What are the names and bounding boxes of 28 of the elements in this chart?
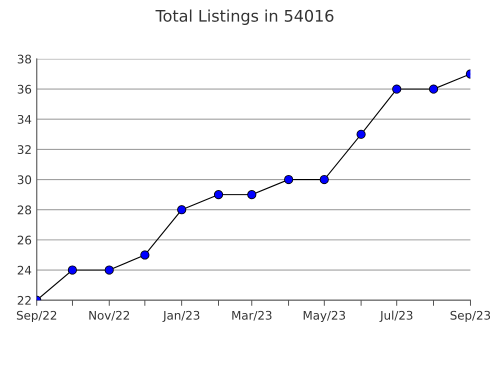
y-tick-label: 22 (18, 296, 31, 305)
x-tick-label: Nov/22 (89, 310, 130, 321)
y-tick-label: 38 (18, 54, 32, 64)
x-tick-label: Mar/23 (232, 310, 272, 321)
y-tick-label: 30 (18, 175, 32, 184)
x-tick-label: Jul/23 (380, 310, 412, 322)
y-tick-label: 32 (18, 145, 31, 154)
y-tick-label: 26 (18, 236, 32, 245)
chart-title: Total Listings in 54016 (156, 10, 334, 25)
y-tick-label: 24 (18, 266, 32, 275)
y-tick-label: 36 (18, 84, 32, 94)
point (214, 190, 224, 200)
point (140, 250, 150, 260)
point (104, 265, 114, 275)
y-tick-label: 34 (18, 114, 32, 124)
x-tick-label: Jan/23 (162, 310, 200, 322)
x-tick-label: Sep/23 (450, 310, 490, 322)
x-tick-label: Sep/22 (16, 310, 56, 322)
y-tick-label: 28 (18, 205, 32, 214)
x-tick-label: May/23 (304, 310, 346, 322)
point (428, 84, 438, 94)
point (68, 265, 77, 275)
point (284, 174, 294, 184)
point (320, 174, 329, 184)
point (177, 205, 186, 214)
point (247, 190, 256, 200)
point (356, 130, 366, 139)
point (392, 84, 402, 94)
